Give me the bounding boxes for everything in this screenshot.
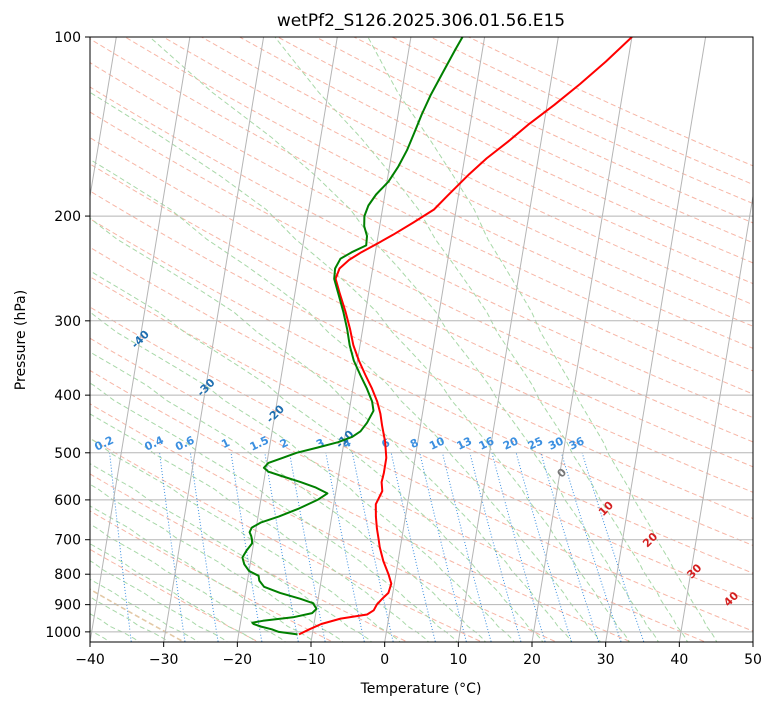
moist-adiabat <box>90 523 287 642</box>
axis-ticks: −40 −30 −20 −10 0 10 20 30 40 50 100 200 300 400 500 60… <box>45 30 762 668</box>
mixing-ratio-line <box>442 452 492 642</box>
moist-adiabat <box>90 351 487 642</box>
mixing-ratio-line <box>581 452 645 642</box>
moist-adiabat <box>90 505 316 642</box>
x-tick-label: −10 <box>296 652 326 668</box>
chart-title: wetPf2_S126.2025.306.01.56.E15 <box>277 11 565 31</box>
x-axis-label: Temperature (°C) <box>360 681 482 697</box>
dry-adiabat <box>90 306 753 632</box>
isotherm-line <box>605 37 707 642</box>
dry-adiabat <box>124 37 753 349</box>
mixing-ratio-line <box>419 452 467 642</box>
dry-adiabat <box>90 111 753 443</box>
mixing-ratio-label: 13 <box>455 435 474 453</box>
dry-adiabat <box>468 37 753 167</box>
moist-adiabat <box>90 91 630 642</box>
moist-adiabat <box>90 483 344 642</box>
mixing-ratio-line <box>159 452 186 642</box>
moist-adiabat <box>367 37 718 642</box>
mixing-ratio-line <box>109 452 132 642</box>
dry-adiabat <box>391 37 753 205</box>
background-lines <box>90 37 753 642</box>
x-tick-label: −20 <box>223 652 253 668</box>
isotherm-line <box>678 193 753 642</box>
isotherm-line <box>90 37 191 642</box>
dry-adiabat <box>90 137 753 468</box>
mixing-ratio-line <box>289 452 326 642</box>
isotherm-line <box>90 37 117 200</box>
mixing-ratio-label: 20 <box>501 434 521 452</box>
y-tick-label: 100 <box>54 30 81 46</box>
moist-adiabat <box>90 595 170 642</box>
y-axis-label: Pressure (hPa) <box>13 290 29 390</box>
dry-adiabat <box>90 337 707 642</box>
mixing-ratio-label: 16 <box>477 434 497 452</box>
dry-adiabat <box>90 246 753 574</box>
dewpoint-profile-line <box>241 37 464 636</box>
x-tick-label: 50 <box>744 652 762 668</box>
mixing-ratio-label: 25 <box>526 435 545 453</box>
y-tick-label: 300 <box>54 314 81 330</box>
dry-adiabat <box>239 37 753 285</box>
x-tick-label: −30 <box>149 652 179 668</box>
isotherm-line <box>531 37 633 642</box>
x-tick-label: 10 <box>449 652 467 668</box>
temperature-profile-line <box>298 37 633 636</box>
moist-adiabat <box>149 37 659 642</box>
profile-series <box>241 37 633 636</box>
mixing-ratio-label: 30 <box>546 434 566 452</box>
isotherm-line <box>384 37 486 642</box>
y-tick-label: 600 <box>54 493 81 509</box>
dry-adiabat <box>90 218 753 547</box>
plot-frame <box>89 36 754 643</box>
mixing-ratio-line <box>515 452 573 642</box>
dry-adiabat <box>430 37 753 186</box>
y-tick-label: 200 <box>54 209 81 225</box>
x-tick-label: −40 <box>75 652 105 668</box>
y-tick-label: 800 <box>54 567 81 583</box>
isotherm-line <box>310 37 412 642</box>
mixing-ratio-line <box>264 452 299 642</box>
dry-adiabat <box>90 86 753 419</box>
isotherm-line <box>163 37 265 642</box>
x-tick-label: 0 <box>380 652 389 668</box>
mixing-ratio-label: 36 <box>567 434 587 452</box>
moist-adiabat <box>90 311 515 642</box>
isotherm-line <box>236 37 338 642</box>
y-tick-label: 500 <box>54 446 81 462</box>
y-tick-label: 700 <box>54 533 81 549</box>
dry-adiabat <box>201 37 753 306</box>
dry-adiabat <box>90 510 334 642</box>
isotherm-line <box>457 37 559 642</box>
x-tick-label: 40 <box>670 652 688 668</box>
dry-adiabat <box>90 276 753 603</box>
y-tick-label: 900 <box>54 598 81 614</box>
moist-adiabat <box>90 158 601 642</box>
dry-adiabat <box>277 37 753 264</box>
dry-adiabat <box>90 38 753 372</box>
mixing-ratio-line <box>540 452 600 642</box>
y-tick-label: 1000 <box>45 625 81 641</box>
mixing-ratio-line <box>469 452 522 642</box>
moist-adiabat <box>274 37 689 642</box>
mixing-ratio-label: 10 <box>427 434 447 452</box>
moist-adiabat <box>90 270 544 642</box>
y-tick-label: 400 <box>54 388 81 404</box>
x-tick-label: 30 <box>597 652 615 668</box>
dry-adiabat <box>90 62 753 395</box>
x-tick-label: 20 <box>523 652 541 668</box>
mixing-ratio-line <box>560 452 622 642</box>
